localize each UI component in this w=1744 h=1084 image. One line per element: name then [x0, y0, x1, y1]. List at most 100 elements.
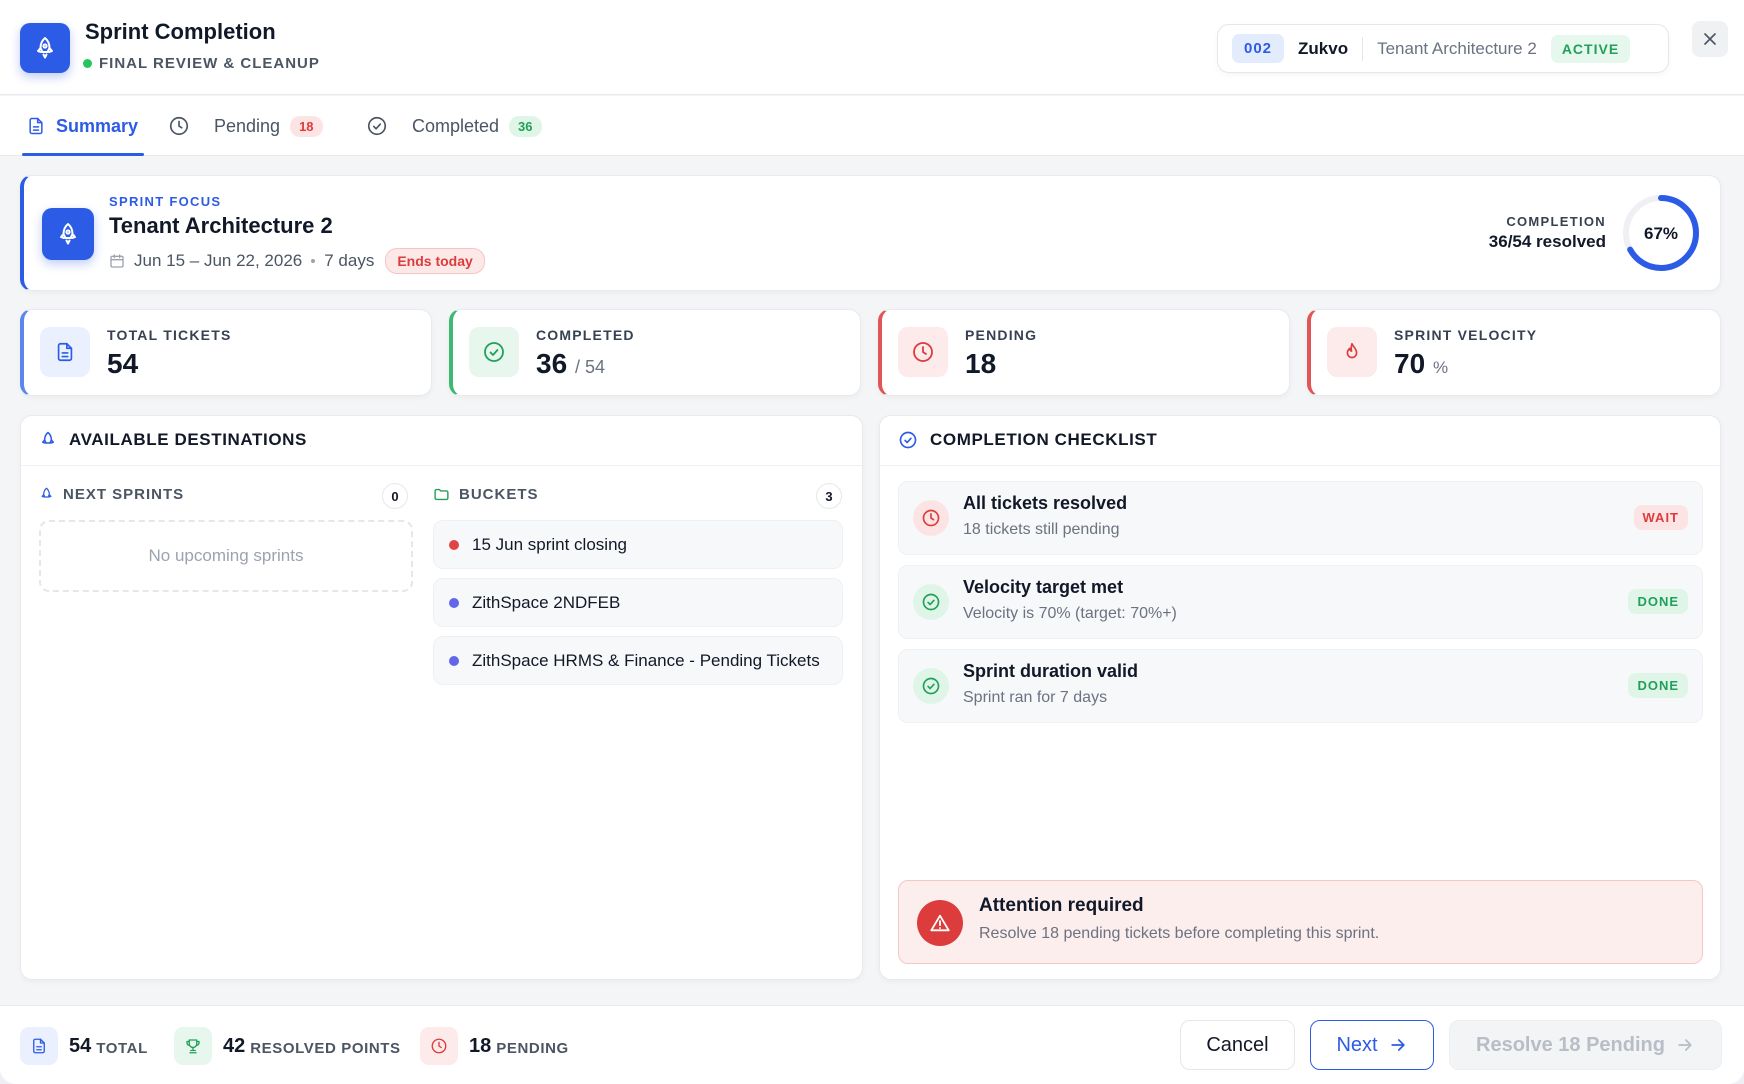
next-sprints-header: NEXT SPRINTS: [39, 486, 184, 503]
modal-title: Sprint Completion: [85, 19, 276, 44]
completion-ring: 67%: [1623, 195, 1699, 271]
checklist-item-subtitle: Velocity is 70% (target: 70%+): [963, 605, 1177, 622]
panel-title: COMPLETION CHECKLIST: [898, 430, 1157, 450]
cancel-button[interactable]: Cancel: [1180, 1020, 1295, 1070]
status-badge: DONE: [1628, 673, 1688, 698]
tab-count-badge: 18: [290, 115, 323, 137]
modal-header: Sprint Completion FINAL REVIEW & CLEANUP…: [0, 0, 1744, 95]
tab-completed[interactable]: Completed 36: [366, 96, 542, 156]
resolve-pending-button[interactable]: Resolve 18 Pending: [1449, 1020, 1722, 1070]
sprint-title: Tenant Architecture 2: [109, 213, 333, 238]
tab-count-badge: 36: [509, 115, 542, 137]
stat-value: 36 / 54: [536, 348, 605, 380]
project-name: Tenant Architecture 2: [1377, 38, 1537, 58]
divider: [1362, 36, 1364, 61]
document-icon: [20, 1027, 58, 1065]
buckets-count: 3: [816, 483, 842, 509]
flame-icon: [1327, 327, 1377, 377]
tab-summary[interactable]: Summary: [22, 96, 145, 156]
sprint-duration: 7 days: [324, 251, 375, 270]
stat-suffix: / 54: [574, 357, 605, 377]
empty-state: No upcoming sprints: [39, 520, 413, 592]
clock-icon: [898, 327, 948, 377]
next-button[interactable]: Next: [1310, 1020, 1434, 1070]
bucket-name: ZithSpace HRMS & Finance - Pending Ticke…: [472, 650, 820, 670]
alert-title: Attention required: [979, 895, 1144, 916]
next-sprints-label: NEXT SPRINTS: [63, 486, 185, 503]
stat-label: PENDING: [965, 327, 1038, 343]
separator-dot: [311, 259, 316, 263]
footer-stat-value: 42: [223, 1034, 246, 1057]
stat-completed: COMPLETED 36 / 54: [449, 309, 861, 396]
ends-today-badge: Ends today: [385, 248, 485, 274]
completion-ring-progress: [1623, 195, 1699, 271]
bucket-color-dot: [449, 597, 459, 608]
status-dot: [83, 59, 92, 68]
calendar-icon: [110, 254, 124, 268]
rocket-icon: [42, 431, 54, 444]
modal-subtitle: FINAL REVIEW & CLEANUP: [83, 55, 320, 72]
destinations-panel: AVAILABLE DESTINATIONS NEXT SPRINTS 0 No…: [20, 415, 863, 980]
stat-pending: PENDING 18: [878, 309, 1290, 396]
completion-summary: COMPLETION 36/54 resolved: [1489, 214, 1606, 252]
alert-message: Resolve 18 pending tickets before comple…: [979, 925, 1380, 942]
completion-value: 36/54 resolved: [1488, 232, 1606, 251]
subtitle-text: FINAL REVIEW & CLEANUP: [99, 55, 320, 72]
document-icon: [40, 327, 90, 377]
tab-label: Pending: [214, 115, 281, 136]
stat-value: 54: [107, 348, 138, 380]
modal-footer: 54 TOTAL 42 RESOLVED POINTS 18 PENDING C…: [0, 1005, 1744, 1084]
stat-total-tickets: TOTAL TICKETS 54: [20, 309, 432, 396]
footer-stat-label: TOTAL: [96, 1039, 148, 1057]
buckets-label: BUCKETS: [459, 486, 539, 503]
stat-label: TOTAL TICKETS: [107, 327, 232, 343]
checklist-item-title: Sprint duration valid: [963, 661, 1139, 681]
org-name: Zukvo: [1298, 38, 1349, 58]
document-icon: [29, 117, 43, 135]
folder-icon: [434, 488, 449, 501]
attention-alert: Attention required Resolve 18 pending ti…: [898, 880, 1703, 964]
status-badge: ACTIVE: [1550, 34, 1631, 63]
stat-value: 70 %: [1394, 348, 1448, 380]
footer-stat-value: 18: [469, 1034, 492, 1057]
clock-icon: [913, 500, 949, 536]
panel-title-text: COMPLETION CHECKLIST: [930, 430, 1158, 449]
clock-icon: [420, 1027, 458, 1065]
clock-icon: [169, 116, 189, 136]
bucket-name: ZithSpace 2NDFEB: [472, 592, 621, 612]
checklist-item: Sprint duration valid Sprint ran for 7 d…: [898, 649, 1703, 723]
bucket-color-dot: [449, 655, 459, 666]
arrow-right-icon: [1390, 1039, 1405, 1051]
status-badge: DONE: [1628, 589, 1688, 614]
button-label: Next: [1336, 1033, 1378, 1056]
check-circle-icon: [913, 584, 949, 620]
stat-number: 54: [107, 348, 139, 379]
button-label: Resolve 18 Pending: [1476, 1033, 1665, 1056]
tab-label: Summary: [56, 115, 139, 136]
stat-number: 70: [1394, 348, 1426, 379]
close-button[interactable]: [1692, 21, 1728, 57]
close-icon: [1704, 33, 1716, 45]
focus-label: SPRINT FOCUS: [109, 194, 222, 209]
rocket-icon: [42, 208, 94, 260]
next-sprints-count: 0: [382, 483, 408, 509]
divider: [21, 465, 862, 466]
panel-title-text: AVAILABLE DESTINATIONS: [69, 430, 307, 449]
bucket-item[interactable]: ZithSpace 2NDFEB: [433, 578, 843, 627]
bucket-item[interactable]: ZithSpace HRMS & Finance - Pending Ticke…: [433, 636, 843, 685]
stat-velocity: SPRINT VELOCITY 70 %: [1307, 309, 1721, 396]
tab-pending[interactable]: Pending 18: [168, 96, 323, 156]
check-circle-icon: [469, 327, 519, 377]
footer-stat-resolved: 42 RESOLVED POINTS: [174, 1027, 401, 1065]
footer-stat-pending: 18 PENDING: [420, 1027, 569, 1065]
tab-label: Completed: [412, 115, 500, 136]
bucket-name: 15 Jun sprint closing: [472, 534, 627, 554]
warning-icon: [917, 900, 963, 946]
stat-label: COMPLETED: [536, 327, 635, 343]
completion-label: COMPLETION: [1506, 214, 1606, 229]
divider: [880, 465, 1720, 466]
check-circle-icon: [899, 431, 917, 449]
stat-label: SPRINT VELOCITY: [1394, 327, 1538, 343]
bucket-item[interactable]: 15 Jun sprint closing: [433, 520, 843, 569]
